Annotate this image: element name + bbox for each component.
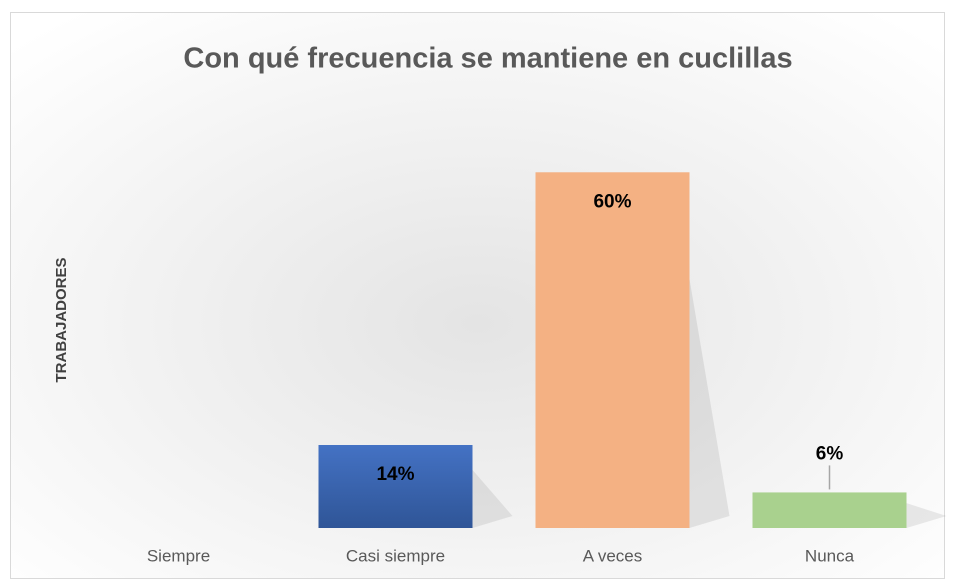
x-tick-label: Nunca xyxy=(805,546,855,565)
y-axis-label: TRABAJADORES xyxy=(53,257,70,382)
bar-shadow xyxy=(472,469,513,528)
x-tick-label: A veces xyxy=(583,546,643,565)
bar-shadow xyxy=(689,279,730,528)
data-label: 60% xyxy=(593,191,631,212)
x-tick-label: Siempre xyxy=(147,546,210,565)
bar xyxy=(752,492,907,528)
bar xyxy=(535,172,690,529)
chart-title: Con qué frecuencia se mantiene en cuclil… xyxy=(183,43,792,75)
data-label: 14% xyxy=(376,464,414,485)
chart-area xyxy=(10,12,945,579)
bar-shadow xyxy=(906,503,947,528)
data-label: 6% xyxy=(816,443,844,464)
bar xyxy=(318,445,473,528)
x-tick-label: Casi siempre xyxy=(346,546,445,565)
